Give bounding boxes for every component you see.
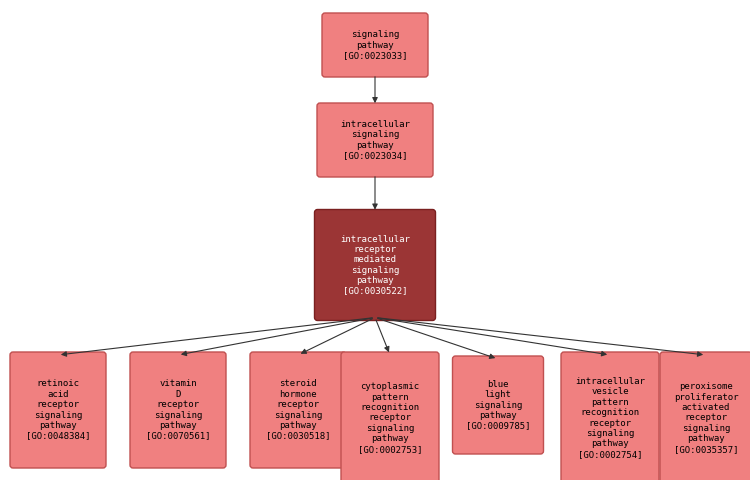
Text: peroxisome
proliferator
activated
receptor
signaling
pathway
[GO:0035357]: peroxisome proliferator activated recept…	[674, 382, 738, 454]
FancyBboxPatch shape	[561, 352, 659, 480]
FancyBboxPatch shape	[660, 352, 750, 480]
FancyBboxPatch shape	[130, 352, 226, 468]
FancyBboxPatch shape	[10, 352, 106, 468]
Text: blue
light
signaling
pathway
[GO:0009785]: blue light signaling pathway [GO:0009785…	[466, 380, 530, 430]
Text: signaling
pathway
[GO:0023033]: signaling pathway [GO:0023033]	[343, 30, 407, 60]
FancyBboxPatch shape	[341, 352, 439, 480]
FancyBboxPatch shape	[317, 103, 433, 177]
Text: intracellular
signaling
pathway
[GO:0023034]: intracellular signaling pathway [GO:0023…	[340, 120, 410, 160]
Text: retinoic
acid
receptor
signaling
pathway
[GO:0048384]: retinoic acid receptor signaling pathway…	[26, 380, 90, 441]
Text: intracellular
vesicle
pattern
recognition
receptor
signaling
pathway
[GO:0002754: intracellular vesicle pattern recognitio…	[575, 377, 645, 459]
FancyBboxPatch shape	[322, 13, 428, 77]
Text: cytoplasmic
pattern
recognition
receptor
signaling
pathway
[GO:0002753]: cytoplasmic pattern recognition receptor…	[358, 382, 422, 454]
Text: vitamin
D
receptor
signaling
pathway
[GO:0070561]: vitamin D receptor signaling pathway [GO…	[146, 380, 210, 441]
FancyBboxPatch shape	[452, 356, 544, 454]
Text: intracellular
receptor
mediated
signaling
pathway
[GO:0030522]: intracellular receptor mediated signalin…	[340, 235, 410, 296]
FancyBboxPatch shape	[314, 209, 436, 321]
FancyBboxPatch shape	[250, 352, 346, 468]
Text: steroid
hormone
receptor
signaling
pathway
[GO:0030518]: steroid hormone receptor signaling pathw…	[266, 380, 330, 441]
